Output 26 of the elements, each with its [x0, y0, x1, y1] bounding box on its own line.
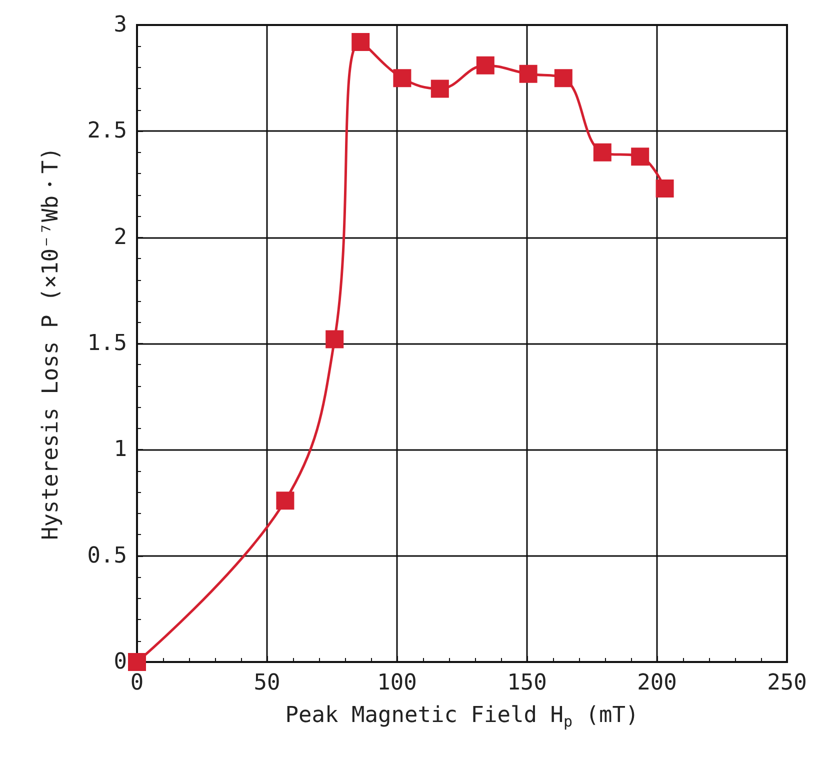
point	[352, 32, 370, 51]
x-tick-label: 250	[767, 670, 807, 696]
x-tick-label: 0	[130, 670, 144, 696]
point	[631, 148, 650, 166]
y-tick-label: 1	[114, 437, 127, 462]
x-tick-label: 100	[377, 670, 417, 696]
point	[656, 179, 674, 198]
point	[554, 69, 572, 88]
point	[128, 653, 146, 671]
y-tick-label: 2.5	[87, 118, 127, 144]
y-tick-label: 3	[114, 12, 127, 38]
x-tick-label: 50	[254, 670, 280, 696]
y-tick-label: 0.5	[87, 543, 127, 568]
point	[393, 69, 412, 88]
x-tick-label: 200	[637, 670, 677, 696]
point	[476, 56, 494, 74]
y-tick-label: 0	[114, 650, 127, 674]
y-axis-title: Hysteresis Loss P (×10⁻⁷Wb・T)	[38, 147, 64, 540]
point	[593, 143, 612, 162]
point	[430, 80, 449, 98]
point	[276, 492, 294, 510]
x-tick-label: 150	[507, 670, 547, 696]
point	[519, 64, 538, 83]
y-tick-label: 1.5	[87, 331, 127, 356]
point	[326, 330, 344, 348]
y-tick-label: 2	[114, 224, 127, 250]
